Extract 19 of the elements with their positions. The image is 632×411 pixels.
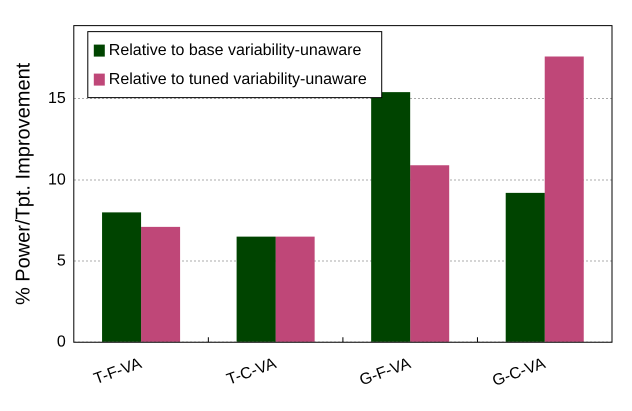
bar <box>102 212 142 342</box>
bar <box>410 165 450 342</box>
y-axis-title: % Power/Tpt. Improvement <box>12 62 35 306</box>
y-tick-label: 10 <box>48 171 66 188</box>
bar <box>506 192 545 342</box>
y-tick-label: 15 <box>48 90 66 108</box>
bar <box>236 236 276 342</box>
x-tick-label: T-F-VA <box>92 355 144 388</box>
bar <box>276 236 315 342</box>
bar <box>371 92 410 342</box>
y-tick-label: 0 <box>56 334 66 351</box>
bar <box>141 226 180 342</box>
x-tick-label: T-C-VA <box>224 355 279 389</box>
y-tick-label: 5 <box>56 252 66 270</box>
x-tick-label: G-C-VA <box>490 355 548 390</box>
bar <box>544 56 584 342</box>
x-tick-label: G-F-VA <box>357 355 414 390</box>
legend-label: Relative to base variability-unaware <box>108 42 362 60</box>
legend-label: Relative to tuned variability-unaware <box>108 71 367 88</box>
